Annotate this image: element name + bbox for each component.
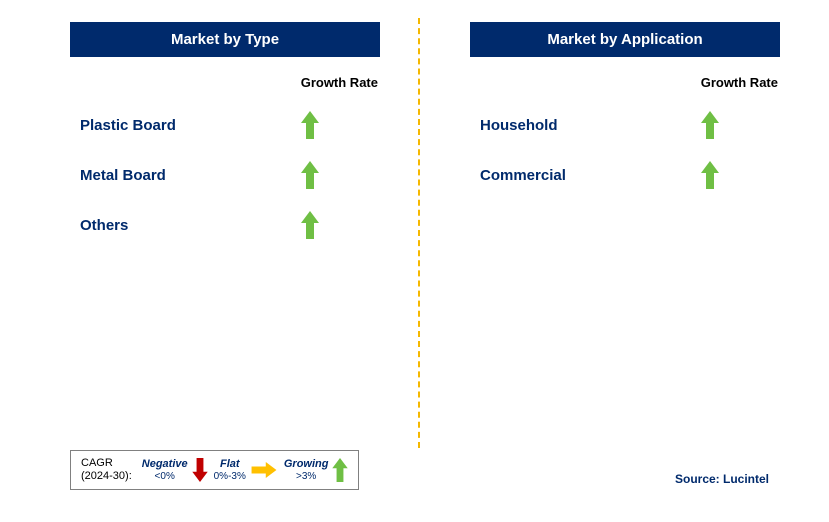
legend-icon <box>192 458 208 482</box>
row-label: Plastic Board <box>70 117 270 134</box>
arrow-up-icon <box>301 111 319 139</box>
row-label: Others <box>70 217 270 234</box>
market-row: Household <box>470 110 810 140</box>
legend-item-text: Flat0%-3% <box>214 458 246 482</box>
legend-item-text: Growing>3% <box>284 458 329 482</box>
market-row: Metal Board <box>70 160 410 190</box>
legend-item: Flat0%-3% <box>214 458 278 482</box>
legend-box: CAGR (2024-30): Negative<0% Flat0%-3% Gr… <box>70 450 359 490</box>
legend-icon <box>332 458 348 482</box>
legend-item: Negative<0% <box>142 458 208 482</box>
right-panel-title: Market by Application <box>470 22 780 57</box>
left-growth-label: Growth Rate <box>70 75 410 90</box>
arrow-right-icon <box>250 462 278 478</box>
legend-item-text: Negative<0% <box>142 458 188 482</box>
arrow-up-icon <box>701 161 719 189</box>
row-label: Commercial <box>470 167 670 184</box>
market-row: Commercial <box>470 160 810 190</box>
right-growth-label: Growth Rate <box>470 75 810 90</box>
row-arrow <box>270 161 350 189</box>
left-panel: Market by Type Growth Rate Plastic Board… <box>70 22 410 240</box>
row-arrow <box>670 161 750 189</box>
right-panel: Market by Application Growth Rate Househ… <box>470 22 810 190</box>
legend-item: Growing>3% <box>284 458 349 482</box>
arrow-up-icon <box>701 111 719 139</box>
row-arrow <box>270 111 350 139</box>
legend-title: CAGR (2024-30): <box>81 457 132 483</box>
row-label: Household <box>470 117 670 134</box>
source-text: Source: Lucintel <box>675 472 769 486</box>
arrow-up-icon <box>301 211 319 239</box>
left-panel-title: Market by Type <box>70 22 380 57</box>
market-row: Others <box>70 210 410 240</box>
legend-title-line2: (2024-30): <box>81 470 132 483</box>
legend-title-line1: CAGR <box>81 457 132 470</box>
vertical-divider <box>418 18 420 448</box>
market-row: Plastic Board <box>70 110 410 140</box>
row-arrow <box>270 211 350 239</box>
arrow-down-icon <box>192 458 208 482</box>
arrow-up-icon <box>332 458 348 482</box>
row-label: Metal Board <box>70 167 270 184</box>
arrow-up-icon <box>301 161 319 189</box>
legend-icon <box>250 462 278 478</box>
row-arrow <box>670 111 750 139</box>
